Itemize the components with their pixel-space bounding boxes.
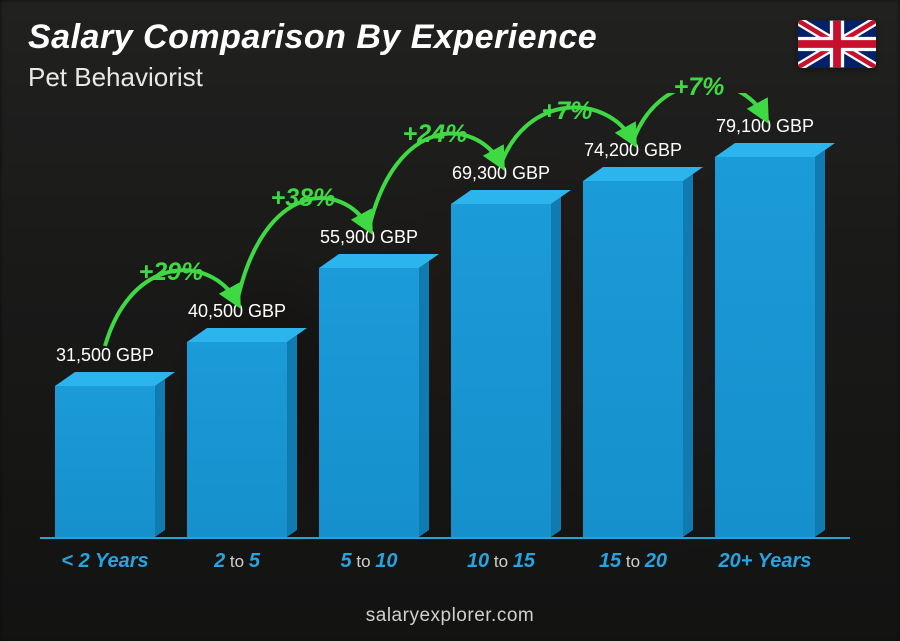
bar-front: [319, 268, 419, 537]
bar-side: [287, 335, 297, 537]
bar-side: [419, 261, 429, 537]
bar-top: [583, 167, 703, 181]
bar-category-label: 10 to 15: [440, 550, 562, 573]
bar-top: [715, 143, 835, 157]
bar-front: [451, 204, 551, 537]
bar-value-label: 31,500 GBP: [20, 345, 191, 366]
growth-pct-label: +7%: [517, 97, 617, 126]
bar-top: [319, 254, 439, 268]
bar-top: [451, 190, 571, 204]
bar: [451, 204, 551, 537]
growth-pct-label: +38%: [253, 184, 353, 213]
footer-attribution: salaryexplorer.com: [0, 605, 900, 627]
bar-category-label: 20+ Years: [704, 550, 826, 573]
bar-category-label: 2 to 5: [176, 550, 298, 573]
bar-side: [815, 150, 825, 537]
bar: [319, 268, 419, 537]
bar-front: [187, 342, 287, 537]
bar-side: [551, 197, 561, 537]
page-title: Salary Comparison By Experience: [28, 18, 597, 57]
bar: [583, 181, 683, 537]
bar-category-label: 5 to 10: [308, 550, 430, 573]
bar-front: [715, 157, 815, 537]
bar-front: [55, 386, 155, 537]
uk-flag-icon: [798, 20, 876, 68]
bar-chart: 31,500 GBP< 2 Years40,500 GBP2 to 555,90…: [40, 93, 850, 573]
growth-pct-label: +29%: [121, 258, 221, 287]
bar-category-label: 15 to 20: [572, 550, 694, 573]
growth-pct-label: +7%: [649, 73, 749, 102]
bar-side: [683, 174, 693, 537]
growth-pct-label: +24%: [385, 120, 485, 149]
bar-side: [155, 379, 165, 537]
bar: [55, 386, 155, 537]
chart-baseline: [40, 537, 850, 539]
bar-value-label: 55,900 GBP: [284, 227, 455, 248]
bar-value-label: 79,100 GBP: [680, 116, 851, 137]
bar-value-label: 40,500 GBP: [152, 301, 323, 322]
bar-top: [55, 372, 175, 386]
page-subtitle: Pet Behaviorist: [28, 62, 203, 93]
bar-front: [583, 181, 683, 537]
bar: [187, 342, 287, 537]
bar: [715, 157, 815, 537]
bar-top: [187, 328, 307, 342]
bar-category-label: < 2 Years: [44, 550, 166, 573]
bar-value-label: 69,300 GBP: [416, 163, 587, 184]
bar-value-label: 74,200 GBP: [548, 140, 719, 161]
